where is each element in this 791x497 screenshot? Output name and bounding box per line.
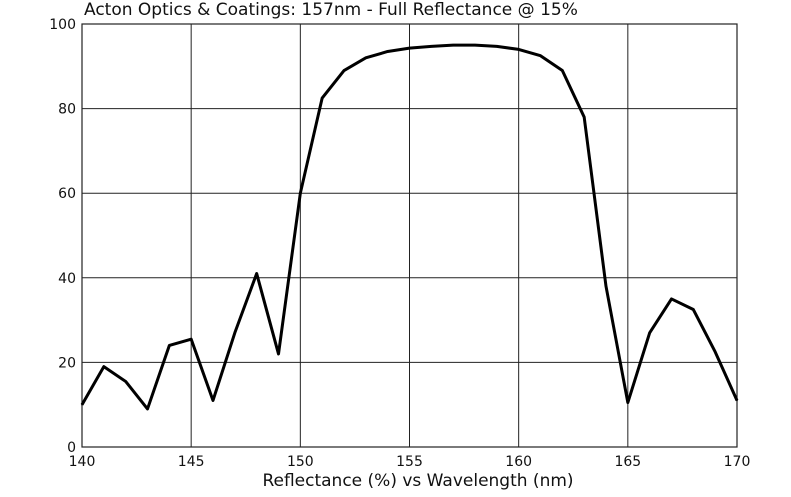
data-point (648, 331, 651, 334)
data-point (103, 365, 105, 368)
y-tick-label: 60 (58, 186, 76, 202)
y-tick-label: 0 (67, 440, 76, 456)
x-tick-label: 170 (724, 454, 751, 470)
data-point (496, 45, 498, 48)
x-tick-label: 165 (614, 454, 641, 470)
chart-title: Acton Optics & Coatings: 157nm - Full Re… (84, 0, 578, 20)
x-tick-label: 160 (505, 454, 532, 470)
data-point (146, 408, 149, 410)
data-point (124, 380, 127, 383)
data-point (168, 344, 171, 347)
x-tick-label: 145 (178, 454, 205, 470)
data-point (277, 353, 280, 355)
y-tick-label: 80 (58, 102, 76, 118)
data-point (692, 308, 695, 311)
data-point (212, 399, 214, 402)
x-axis-label: Reflectance (%) vs Wavelength (nm) (262, 471, 574, 491)
data-point (299, 192, 302, 194)
data-point (430, 45, 433, 48)
x-tick-label: 150 (287, 454, 314, 470)
data-point (605, 285, 607, 288)
data-point (517, 48, 520, 51)
data-point (714, 351, 716, 353)
data-point (670, 298, 673, 300)
data-point (81, 403, 83, 406)
data-point (343, 69, 345, 72)
y-tick-label: 100 (49, 17, 76, 33)
data-point (539, 54, 542, 57)
x-tick-label: 155 (396, 454, 423, 470)
data-point (365, 57, 367, 59)
data-point (321, 97, 323, 99)
data-point (736, 399, 738, 402)
x-tick-label: 140 (69, 454, 96, 470)
data-point (408, 47, 411, 49)
data-point (234, 331, 236, 334)
plot-frame (81, 23, 738, 448)
data-point (452, 44, 454, 46)
data-point (386, 50, 389, 53)
data-point (627, 401, 629, 404)
data-point (190, 338, 192, 340)
y-tick-label: 40 (58, 271, 76, 287)
data-point (561, 69, 564, 72)
data-point (255, 272, 258, 275)
data-point (474, 44, 476, 46)
data-point (583, 116, 585, 118)
y-tick-label: 20 (58, 355, 76, 371)
